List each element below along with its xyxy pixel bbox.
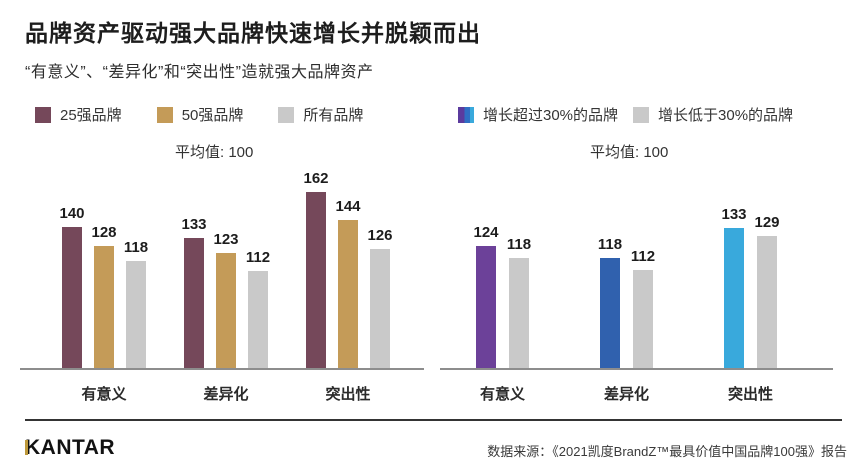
kantar-logo-gold-stem xyxy=(25,440,28,455)
bar-column: 144 xyxy=(335,198,361,368)
legend-swatch-growth-under-30 xyxy=(633,106,650,123)
legend-swatch-all-brands xyxy=(278,106,295,123)
bar xyxy=(600,258,620,368)
footer-divider xyxy=(25,419,842,421)
data-source-note: 数据来源：《2021凯度BrandZ™最具价值中国品牌100强》报告 xyxy=(487,444,847,459)
legend-label-top50: 50强品牌 xyxy=(181,107,244,124)
legend-label-top25: 25强品牌 xyxy=(60,107,122,124)
bar-value-label: 118 xyxy=(506,236,532,253)
kantar-logo-text: KANTAR xyxy=(25,436,116,459)
plot-area-left: 140 128 118 133 123 112 162 144 126 xyxy=(20,156,424,370)
bar-column: 124 xyxy=(473,224,499,368)
legend-growth-groups: 增长超过30%的品牌 增长低于30%的品牌 xyxy=(458,104,793,125)
plot-area-right: 124 118 118 112 133 129 xyxy=(440,156,833,370)
bar-value-label: 140 xyxy=(59,205,85,222)
category-label: 有意义 xyxy=(479,386,525,403)
bar-group: 162 144 126 xyxy=(303,170,393,368)
kantar-logo: KANTAR xyxy=(25,436,115,460)
bar xyxy=(509,258,529,368)
bar xyxy=(62,227,82,368)
bar-column: 112 xyxy=(246,249,270,368)
category-label: 突出性 xyxy=(325,386,371,403)
bar-column: 128 xyxy=(91,224,117,368)
bar-group: 133 123 112 xyxy=(181,216,270,368)
bar-column: 140 xyxy=(59,205,85,368)
bar-value-label: 112 xyxy=(245,249,271,266)
bar xyxy=(476,246,496,368)
bar xyxy=(94,246,114,368)
bar-column: 162 xyxy=(303,170,329,368)
legend-swatch-growth-over-30 xyxy=(458,106,474,123)
bar xyxy=(248,271,268,368)
category-label: 有意义 xyxy=(81,386,127,403)
category-label: 突出性 xyxy=(727,386,773,403)
bar xyxy=(306,192,326,368)
page-title: 品牌资产驱动强大品牌快速增长并脱颖而出 xyxy=(25,20,481,46)
page-subtitle: “有意义”、“差异化”和“突出性”造就强大品牌资产 xyxy=(25,64,374,81)
bar-column: 118 xyxy=(507,236,531,368)
bar-group: 118 112 xyxy=(598,236,655,368)
bar xyxy=(633,270,653,368)
bar xyxy=(126,261,146,368)
bar-column: 118 xyxy=(598,236,622,368)
chart-brand-tiers: 140 128 118 133 123 112 162 144 126 有意义 差异化 突出性 xyxy=(20,156,424,404)
bar-column: 118 xyxy=(124,239,148,368)
bar-value-label: 118 xyxy=(123,239,149,256)
category-label: 差异化 xyxy=(203,386,249,403)
bar-value-label: 123 xyxy=(213,231,239,248)
bar-value-label: 128 xyxy=(91,224,117,241)
category-axis-left: 有意义 差异化 突出性 xyxy=(20,383,424,404)
bar xyxy=(724,228,744,368)
legend-brand-tiers: 25强品牌 50强品牌 所有品牌 xyxy=(35,104,363,125)
legend-swatch-top25 xyxy=(35,106,51,123)
bar-column: 129 xyxy=(754,214,780,368)
bar xyxy=(370,249,390,368)
average-note-right: 平均值: 100 xyxy=(590,144,669,161)
bar xyxy=(338,220,358,368)
bar-column: 123 xyxy=(213,231,239,368)
chart-growth-groups: 124 118 118 112 133 129 有意义 差异化 突出性 xyxy=(440,156,833,404)
legend-swatch-top50 xyxy=(156,106,173,123)
bar-column: 133 xyxy=(721,206,747,368)
bar-value-label: 124 xyxy=(473,224,499,241)
legend-item-top25: 25强品牌 xyxy=(35,104,122,125)
bar-value-label: 133 xyxy=(181,216,207,233)
bar-groups-left: 140 128 118 133 123 112 162 144 126 xyxy=(20,156,424,368)
legend-label-growth-under-30: 增长低于30%的品牌 xyxy=(658,107,794,124)
bar-column: 133 xyxy=(181,216,207,368)
bar xyxy=(757,236,777,368)
legend-item-all-brands: 所有品牌 xyxy=(278,104,363,125)
bar-value-label: 126 xyxy=(367,227,393,244)
legend-item-growth-over-30: 增长超过30%的品牌 xyxy=(458,104,618,125)
bar-group: 133 129 xyxy=(721,206,780,368)
bar-group: 124 118 xyxy=(473,224,531,368)
bar xyxy=(216,253,236,368)
legend-label-all-brands: 所有品牌 xyxy=(303,107,364,124)
legend-item-top50: 50强品牌 xyxy=(156,104,244,125)
bar-column: 126 xyxy=(367,227,393,368)
bar-value-label: 133 xyxy=(721,206,747,223)
bar-groups-right: 124 118 118 112 133 129 xyxy=(440,156,833,368)
bar-value-label: 162 xyxy=(303,170,329,187)
bar-value-label: 118 xyxy=(597,236,623,253)
legend-label-growth-over-30: 增长超过30%的品牌 xyxy=(483,107,619,124)
bar-value-label: 144 xyxy=(335,198,361,215)
bar-value-label: 129 xyxy=(754,214,780,231)
category-label: 差异化 xyxy=(603,386,649,403)
bar-column: 112 xyxy=(631,248,655,368)
bar xyxy=(184,238,204,368)
legend-item-growth-under-30: 增长低于30%的品牌 xyxy=(633,104,793,125)
bar-value-label: 112 xyxy=(630,248,656,265)
bar-group: 140 128 118 xyxy=(59,205,148,368)
category-axis-right: 有意义 差异化 突出性 xyxy=(440,383,833,404)
average-note-left: 平均值: 100 xyxy=(175,144,254,161)
